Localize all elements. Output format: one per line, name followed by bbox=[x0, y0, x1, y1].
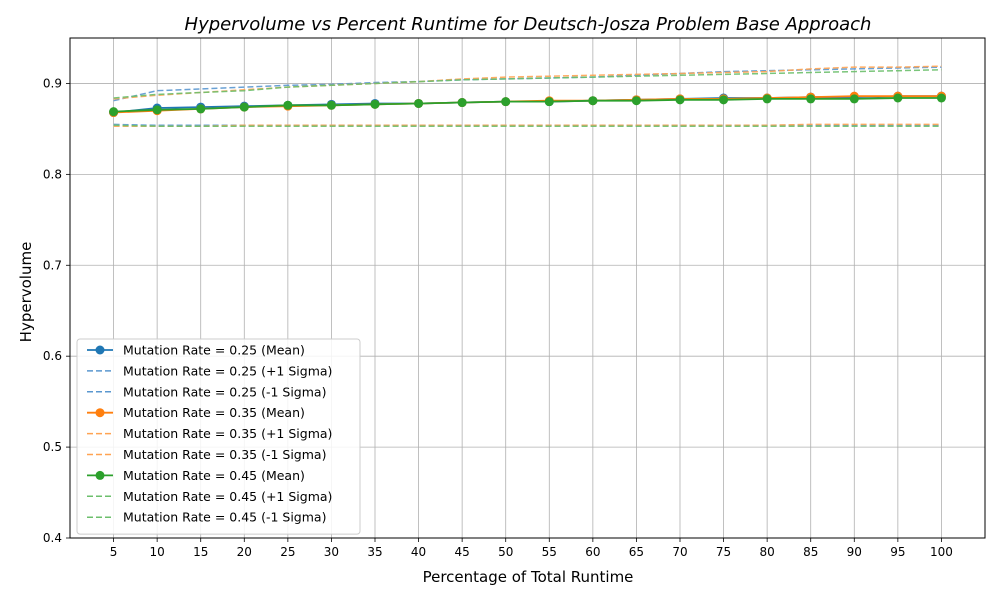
y-tick-label: 0.5 bbox=[43, 440, 62, 454]
x-tick-label: 30 bbox=[324, 545, 339, 559]
legend-label: Mutation Rate = 0.35 (-1 Sigma) bbox=[123, 447, 326, 462]
data-point bbox=[893, 93, 903, 103]
y-tick-label: 0.8 bbox=[43, 167, 62, 181]
legend-label: Mutation Rate = 0.45 (+1 Sigma) bbox=[123, 489, 332, 504]
data-point bbox=[501, 97, 511, 107]
x-axis-ticks: 5 10 15 20 25 30 35 40 45 50 55 60 65 70 75 80 85 90 95 100 bbox=[110, 538, 953, 559]
series-line-8 bbox=[113, 124, 942, 127]
x-tick-label: 95 bbox=[890, 545, 905, 559]
chart-title: Hypervolume vs Percent Runtime for Deuts… bbox=[185, 14, 872, 35]
x-tick-label: 90 bbox=[847, 545, 862, 559]
series-line-7 bbox=[113, 69, 942, 99]
legend-marker bbox=[95, 408, 105, 418]
data-point bbox=[936, 93, 946, 103]
data-point bbox=[806, 94, 816, 104]
data-point bbox=[326, 100, 336, 110]
x-tick-label: 5 bbox=[110, 545, 118, 559]
legend-box bbox=[76, 338, 361, 535]
data-point bbox=[849, 94, 859, 104]
data-point bbox=[762, 94, 772, 104]
legend-label: Mutation Rate = 0.35 (+1 Sigma) bbox=[123, 426, 332, 441]
data-point bbox=[631, 96, 641, 106]
legend-label: Mutation Rate = 0.25 (-1 Sigma) bbox=[123, 384, 326, 399]
data-point bbox=[588, 96, 598, 106]
y-tick-label: 0.6 bbox=[43, 349, 62, 363]
y-axis-label: Hypervolume bbox=[17, 242, 35, 343]
x-tick-label: 50 bbox=[498, 545, 513, 559]
data-point bbox=[239, 102, 249, 112]
data-point bbox=[457, 98, 467, 108]
data-point bbox=[675, 95, 685, 105]
data-point bbox=[283, 100, 293, 110]
x-tick-label: 55 bbox=[542, 545, 557, 559]
x-tick-label: 20 bbox=[237, 545, 252, 559]
x-axis-label: Percentage of Total Runtime bbox=[423, 568, 634, 586]
legend-marker bbox=[95, 345, 105, 355]
y-tick-label: 0.9 bbox=[43, 76, 62, 90]
x-tick-label: 70 bbox=[672, 545, 687, 559]
data-point bbox=[109, 107, 119, 117]
data-point bbox=[414, 98, 424, 108]
x-tick-label: 15 bbox=[193, 545, 208, 559]
x-tick-label: 60 bbox=[585, 545, 600, 559]
data-point bbox=[152, 105, 162, 115]
x-tick-label: 35 bbox=[367, 545, 382, 559]
x-tick-label: 100 bbox=[930, 545, 953, 559]
legend-label: Mutation Rate = 0.25 (+1 Sigma) bbox=[123, 363, 332, 378]
series-line-6 bbox=[113, 97, 942, 113]
x-tick-label: 65 bbox=[629, 545, 644, 559]
legend-label: Mutation Rate = 0.45 (-1 Sigma) bbox=[123, 510, 326, 525]
x-tick-label: 75 bbox=[716, 545, 731, 559]
x-tick-label: 40 bbox=[411, 545, 426, 559]
x-tick-label: 10 bbox=[150, 545, 165, 559]
legend-label: Mutation Rate = 0.25 (Mean) bbox=[123, 343, 305, 358]
grid-lines bbox=[70, 38, 985, 539]
data-point bbox=[544, 97, 554, 107]
legend-label: Mutation Rate = 0.45 (Mean) bbox=[123, 468, 305, 483]
series-layer bbox=[109, 65, 946, 127]
series-line-5 bbox=[113, 123, 942, 127]
y-tick-label: 0.7 bbox=[43, 258, 62, 272]
x-tick-label: 25 bbox=[280, 545, 295, 559]
x-tick-label: 85 bbox=[803, 545, 818, 559]
legend: Mutation Rate = 0.25 (Mean) Mutation Rate… bbox=[76, 338, 361, 535]
y-tick-label: 0.4 bbox=[43, 531, 62, 545]
data-point bbox=[719, 95, 729, 105]
x-tick-label: 45 bbox=[455, 545, 470, 559]
data-point bbox=[196, 104, 206, 114]
legend-label: Mutation Rate = 0.35 (Mean) bbox=[123, 405, 305, 420]
plot-frame bbox=[69, 37, 986, 539]
y-axis-ticks: 0.4 0.5 0.6 0.7 0.8 0.9 bbox=[43, 76, 70, 545]
data-point bbox=[370, 99, 380, 109]
legend-marker bbox=[95, 470, 105, 480]
x-tick-label: 80 bbox=[760, 545, 775, 559]
